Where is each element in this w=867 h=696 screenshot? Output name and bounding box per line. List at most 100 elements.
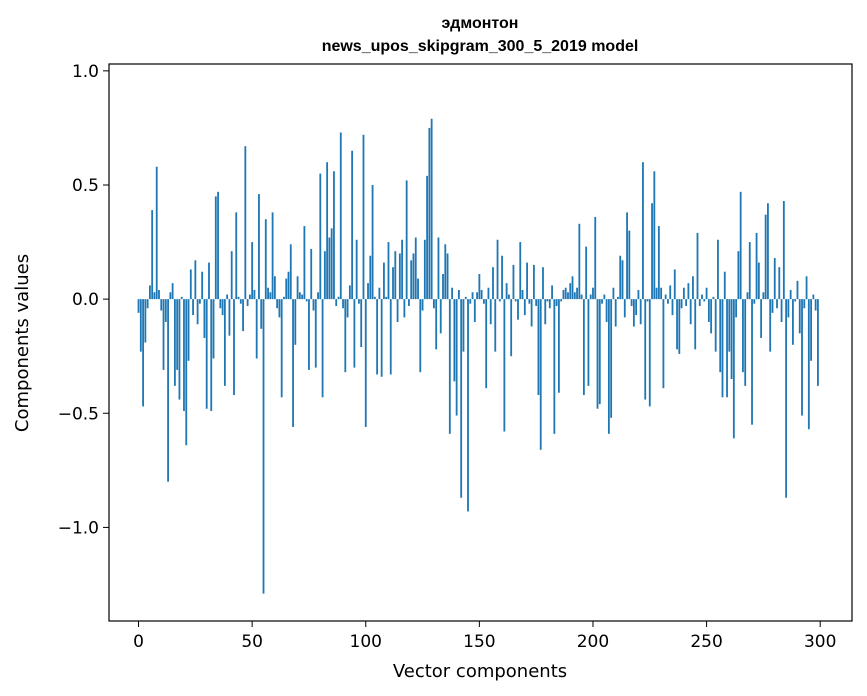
bar <box>723 271 726 300</box>
bar <box>589 294 592 300</box>
bar <box>730 299 733 380</box>
bar <box>564 287 567 300</box>
bar <box>153 292 156 300</box>
x-tick-label: 100 <box>350 632 382 652</box>
bar <box>330 228 333 300</box>
bar <box>289 244 292 300</box>
bar <box>255 299 258 359</box>
bar <box>351 150 354 300</box>
bar <box>548 299 551 309</box>
bar <box>226 294 229 300</box>
bar <box>721 299 724 398</box>
bar <box>812 294 815 300</box>
bar <box>637 289 640 300</box>
bar <box>246 299 249 306</box>
bar <box>392 267 394 300</box>
bar <box>344 299 347 373</box>
bar <box>628 230 631 300</box>
y-tick-label: 0.0 <box>72 290 99 310</box>
y-tick-label: 1.0 <box>72 62 99 82</box>
bar <box>458 289 460 300</box>
bar <box>762 292 765 300</box>
bar <box>287 271 290 300</box>
bar <box>248 294 251 300</box>
x-tick-label: 250 <box>690 632 722 652</box>
bar <box>401 239 404 300</box>
bar <box>726 299 728 398</box>
bar <box>308 299 310 370</box>
bar <box>562 289 565 300</box>
bar <box>423 239 426 300</box>
bar <box>348 285 351 300</box>
bar <box>526 262 528 300</box>
bar <box>442 274 444 300</box>
bar <box>655 287 658 300</box>
bar <box>371 184 374 300</box>
y-axis-ticks: −1.0 −0.5 0.0 0.5 1.0 <box>58 62 109 538</box>
bar <box>657 226 660 300</box>
bar <box>667 299 669 304</box>
bar <box>285 278 288 300</box>
bar <box>455 299 458 416</box>
bar <box>687 283 690 300</box>
bar <box>310 248 313 300</box>
bar <box>539 299 542 450</box>
bar <box>778 267 781 300</box>
bar <box>198 299 201 304</box>
bar <box>807 299 810 430</box>
bar <box>710 299 713 334</box>
bar <box>428 127 431 300</box>
bar <box>208 262 210 300</box>
bar <box>239 299 242 304</box>
bar <box>137 299 140 313</box>
bar <box>528 299 531 304</box>
bar <box>471 292 474 300</box>
bar <box>494 299 497 352</box>
bar <box>301 294 304 300</box>
x-tick-label: 300 <box>804 632 836 652</box>
bar <box>530 299 533 327</box>
bar <box>719 299 722 373</box>
bar <box>557 299 560 393</box>
bar <box>435 299 438 350</box>
bar <box>378 287 381 300</box>
bar <box>642 162 644 300</box>
bar <box>742 299 744 373</box>
bar <box>319 173 322 300</box>
bar <box>623 299 626 318</box>
bar <box>258 194 260 300</box>
bar <box>617 296 619 300</box>
bar <box>260 299 263 329</box>
bar <box>235 212 238 300</box>
bar <box>701 294 703 300</box>
bar <box>794 299 797 302</box>
bar <box>187 299 190 361</box>
bar <box>298 292 301 300</box>
bar <box>676 299 678 350</box>
bar <box>707 299 710 322</box>
bar <box>210 299 213 411</box>
bar <box>158 289 160 300</box>
bar <box>321 299 324 398</box>
bar <box>482 299 485 304</box>
bar <box>217 191 219 300</box>
bar <box>262 299 265 594</box>
bar <box>810 299 813 361</box>
bar <box>692 276 694 300</box>
bar <box>267 287 269 300</box>
bar <box>619 255 622 300</box>
bar <box>362 134 365 300</box>
bar <box>651 203 653 300</box>
bar <box>178 299 181 400</box>
bar <box>621 260 624 300</box>
bar <box>580 294 583 300</box>
bar <box>476 292 479 300</box>
bar <box>364 299 367 427</box>
bar <box>746 292 749 300</box>
bar <box>194 260 197 300</box>
bar <box>639 299 642 325</box>
bar <box>685 299 688 306</box>
bar <box>492 267 494 300</box>
bar <box>337 296 340 300</box>
